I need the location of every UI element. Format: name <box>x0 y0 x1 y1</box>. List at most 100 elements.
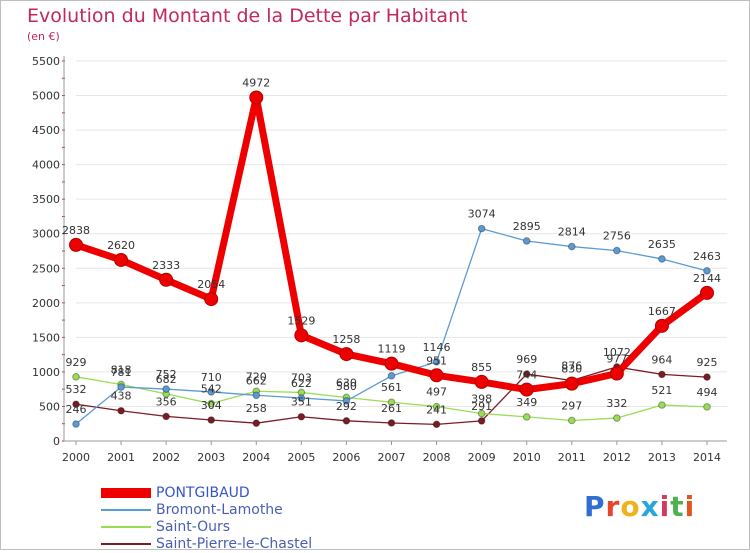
y-tick-label: 3000 <box>32 228 60 241</box>
data-point <box>294 328 309 343</box>
data-label: 2054 <box>197 278 225 291</box>
legend-swatch <box>101 543 151 545</box>
data-point <box>249 90 264 105</box>
data-label: 349 <box>516 396 537 409</box>
data-point <box>297 394 306 402</box>
logo-letter: i <box>659 490 671 523</box>
logo-letter: x <box>640 490 660 523</box>
data-point <box>162 412 170 421</box>
data-label: 964 <box>651 353 672 366</box>
logo-letter: t <box>670 490 685 523</box>
y-tick-label: 5500 <box>32 55 60 68</box>
data-label: 2838 <box>62 224 90 237</box>
data-label: 744 <box>516 369 537 382</box>
data-label: 580 <box>336 380 357 393</box>
data-point <box>522 413 531 421</box>
data-label: 494 <box>697 386 718 399</box>
data-label: 1119 <box>378 343 406 356</box>
data-label: 710 <box>201 371 222 384</box>
y-tick-label: 1000 <box>32 366 60 379</box>
data-label: 720 <box>246 370 267 383</box>
data-point <box>252 419 261 427</box>
legend-label: Saint-Pierre-le-Chastel <box>156 536 313 552</box>
data-point <box>207 399 216 408</box>
data-label: 662 <box>246 374 267 387</box>
data-point <box>477 224 486 233</box>
data-point <box>117 383 125 391</box>
data-point <box>654 318 669 333</box>
x-tick-label: 2002 <box>152 451 180 464</box>
data-point <box>567 242 576 251</box>
data-point <box>703 403 711 411</box>
data-label: 258 <box>246 402 267 415</box>
logo-letter: i <box>684 490 696 523</box>
data-label: 752 <box>156 368 177 381</box>
data-point <box>564 376 579 391</box>
x-tick-label: 2013 <box>648 451 676 464</box>
data-label: 351 <box>291 396 312 409</box>
data-point <box>703 267 711 275</box>
data-label: 1146 <box>423 341 451 354</box>
data-label: 261 <box>381 402 402 415</box>
data-point <box>207 388 216 396</box>
x-tick-label: 2011 <box>558 451 586 464</box>
data-point <box>159 272 174 287</box>
data-label: 292 <box>336 400 357 413</box>
data-label: 925 <box>697 356 718 369</box>
data-point <box>72 420 80 428</box>
chart-title: Evolution du Montant de la Dette par Hab… <box>27 5 468 27</box>
x-tick-label: 2012 <box>603 451 631 464</box>
data-label: 929 <box>66 356 87 369</box>
data-label: 4972 <box>242 76 270 89</box>
data-point <box>387 398 396 407</box>
data-point <box>69 237 83 252</box>
data-point <box>477 417 486 425</box>
y-tick-label: 2000 <box>32 297 60 310</box>
data-label: 876 <box>561 359 582 372</box>
data-label: 356 <box>156 395 177 408</box>
data-label: 2635 <box>648 238 676 251</box>
data-point <box>700 285 714 300</box>
data-point <box>613 246 621 255</box>
data-label: 977 <box>606 352 627 365</box>
data-label: 818 <box>111 363 132 376</box>
data-point <box>387 372 396 380</box>
data-point <box>477 409 486 418</box>
data-point <box>429 368 444 383</box>
data-label: 2895 <box>513 220 541 233</box>
x-tick-label: 2008 <box>423 451 451 464</box>
data-point <box>658 401 666 409</box>
data-point <box>387 419 396 427</box>
data-point <box>384 356 399 371</box>
data-label: 532 <box>66 383 87 396</box>
x-tick-label: 2005 <box>287 451 315 464</box>
x-tick-label: 2009 <box>468 451 496 464</box>
data-label: 521 <box>651 384 672 397</box>
data-point <box>207 416 216 424</box>
y-tick-label: 4000 <box>32 159 60 172</box>
y-tick-label: 3500 <box>32 193 60 206</box>
data-label: 2144 <box>693 272 721 285</box>
y-tick-label: 4500 <box>32 124 60 137</box>
data-label: 332 <box>606 397 627 410</box>
data-label: 304 <box>201 399 222 412</box>
logo-letter: o <box>620 490 641 523</box>
logo-letter: P <box>584 490 606 523</box>
data-point <box>114 252 129 267</box>
data-label: 398 <box>471 393 492 406</box>
data-label: 438 <box>111 390 132 403</box>
logo-letter: r <box>605 490 621 523</box>
data-point <box>432 358 441 366</box>
y-tick-label: 0 <box>53 435 60 448</box>
data-point <box>613 414 621 422</box>
data-point <box>522 370 531 378</box>
data-label: 1529 <box>287 314 315 327</box>
data-point <box>339 347 354 362</box>
data-point <box>432 420 441 429</box>
data-label: 2756 <box>603 230 631 243</box>
data-point <box>72 400 80 409</box>
legend-label: PONTGIBAUD <box>156 485 250 501</box>
y-tick-label: 1500 <box>32 331 60 344</box>
x-tick-label: 2000 <box>62 451 90 464</box>
data-label: 297 <box>561 399 582 412</box>
